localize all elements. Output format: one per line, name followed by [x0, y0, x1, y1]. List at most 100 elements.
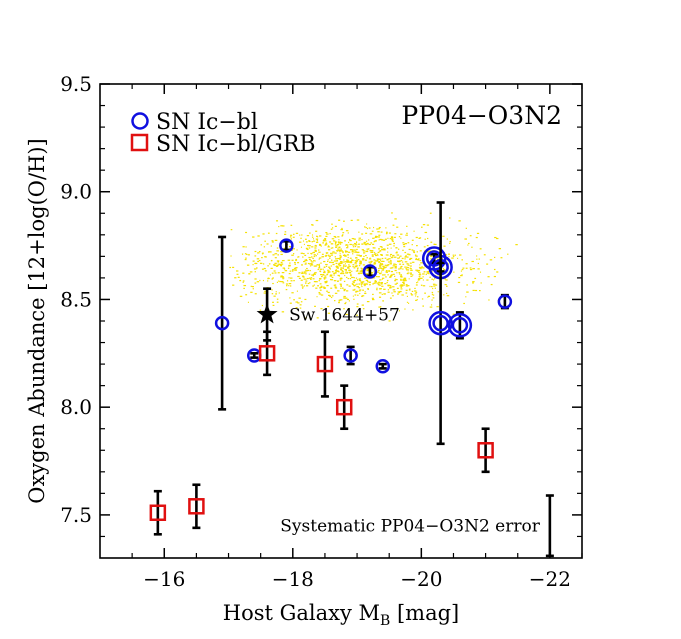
- cloud-dot: [408, 302, 410, 304]
- cloud-dot: [318, 291, 321, 294]
- cloud-dot: [311, 256, 313, 258]
- cloud-dot: [320, 286, 323, 289]
- cloud-dot: [363, 284, 366, 286]
- cloud-dot: [387, 251, 389, 253]
- cloud-dot: [397, 248, 400, 250]
- cloud-dot: [417, 269, 421, 272]
- cloud-dot: [374, 282, 377, 284]
- cloud-dot: [286, 280, 289, 282]
- cloud-dot: [322, 274, 325, 276]
- cloud-dot: [339, 283, 342, 285]
- cloud-dot: [353, 242, 357, 245]
- cloud-dot: [356, 265, 358, 267]
- cloud-dot: [328, 271, 330, 273]
- cloud-dot: [477, 262, 479, 265]
- cloud-dot: [353, 279, 357, 282]
- cloud-dot: [443, 294, 445, 296]
- cloud-dot: [384, 282, 387, 285]
- cloud-dot: [361, 233, 364, 235]
- cloud-dot: [322, 268, 324, 270]
- cloud-dot: [387, 237, 389, 239]
- cloud-dot: [462, 267, 465, 269]
- cloud-dot: [325, 263, 328, 266]
- cloud-dot: [408, 254, 411, 256]
- cloud-dot: [398, 236, 401, 238]
- cloud-dot: [261, 304, 264, 307]
- cloud-dot: [394, 265, 397, 267]
- cloud-dot: [338, 246, 341, 249]
- cloud-dot: [296, 249, 298, 251]
- cloud-dot: [395, 264, 397, 266]
- cloud-dot: [339, 241, 342, 243]
- cloud-dot: [430, 255, 433, 257]
- cloud-dot: [282, 225, 285, 227]
- cloud-dot: [381, 263, 383, 265]
- cloud-dot: [457, 281, 461, 284]
- cloud-dot: [483, 254, 486, 256]
- cloud-dot: [365, 226, 367, 229]
- cloud-dot: [325, 242, 327, 244]
- cloud-dot: [397, 291, 401, 293]
- cloud-dot: [316, 239, 318, 241]
- cloud-dot: [292, 248, 296, 250]
- cloud-dot: [405, 289, 408, 291]
- cloud-dot: [368, 261, 371, 263]
- cloud-dot: [427, 251, 429, 253]
- cloud-dot: [351, 259, 354, 262]
- cloud-dot: [361, 295, 365, 297]
- cloud-dot: [324, 275, 327, 277]
- cloud-dot: [298, 272, 301, 274]
- cloud-dot: [256, 258, 260, 260]
- cloud-dot: [261, 252, 264, 254]
- cloud-dot: [396, 254, 400, 256]
- cloud-dot: [437, 291, 439, 293]
- cloud-dot: [358, 278, 361, 280]
- cloud-dot: [374, 251, 376, 254]
- cloud-dot: [332, 227, 334, 229]
- cloud-dot: [303, 253, 305, 255]
- cloud-dot: [389, 267, 393, 269]
- cloud-dot: [352, 266, 354, 268]
- cloud-dot: [418, 276, 421, 278]
- cloud-dot: [341, 271, 345, 273]
- cloud-dot: [406, 301, 408, 303]
- cloud-dot: [245, 257, 247, 259]
- cloud-dot: [377, 236, 380, 238]
- cloud-dot: [424, 292, 426, 294]
- cloud-dot: [291, 269, 295, 271]
- cloud-dot: [274, 239, 278, 241]
- cloud-dot: [390, 237, 394, 239]
- cloud-dot: [387, 291, 390, 293]
- cloud-dot: [480, 282, 482, 284]
- cloud-dot: [426, 271, 429, 273]
- cloud-dot: [391, 239, 394, 241]
- ic-bl-point: [432, 314, 449, 332]
- x-axis-label-main: Host Galaxy M: [223, 601, 380, 625]
- cloud-dot: [356, 306, 359, 308]
- cloud-dot: [358, 231, 360, 233]
- cloud-dot: [380, 254, 383, 256]
- cloud-dot: [429, 285, 431, 288]
- cloud-dot: [391, 267, 394, 269]
- cloud-dot: [390, 274, 393, 276]
- cloud-dot: [403, 245, 406, 248]
- cloud-dot: [354, 245, 357, 248]
- cloud-dot: [279, 264, 283, 266]
- cloud-dot: [417, 278, 421, 280]
- cloud-dot: [348, 272, 351, 274]
- cloud-dot: [320, 245, 322, 247]
- cloud-dot: [475, 236, 478, 239]
- plot-frame: [99, 83, 583, 559]
- cloud-dot: [444, 253, 447, 256]
- cloud-dot: [346, 290, 349, 292]
- cloud-dot: [342, 232, 345, 234]
- cloud-dot: [326, 233, 329, 235]
- cloud-dot: [422, 279, 424, 281]
- cloud-dot: [426, 224, 430, 226]
- cloud-dot: [407, 269, 410, 271]
- cloud-dot: [350, 275, 352, 277]
- cloud-dot: [402, 281, 405, 283]
- cloud-dot: [381, 257, 384, 260]
- cloud-dot: [347, 245, 349, 247]
